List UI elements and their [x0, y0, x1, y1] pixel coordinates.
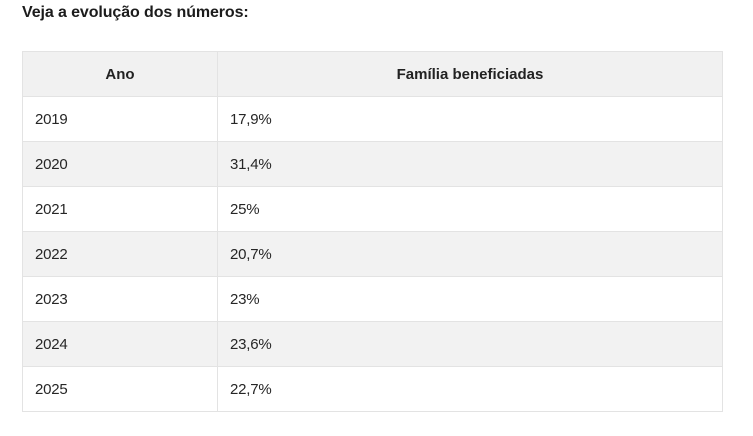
- percent-cell: 25%: [217, 186, 723, 232]
- year-cell: 2022: [22, 231, 218, 277]
- percent-cell: 17,9%: [217, 96, 723, 142]
- table-row: 2020 31,4%: [22, 141, 723, 187]
- table-row: 2025 22,7%: [22, 366, 723, 412]
- year-cell: 2019: [22, 96, 218, 142]
- table-row: 2019 17,9%: [22, 96, 723, 142]
- year-cell: 2025: [22, 366, 218, 412]
- year-cell: 2020: [22, 141, 218, 187]
- percent-cell: 22,7%: [217, 366, 723, 412]
- column-header-year: Ano: [22, 51, 218, 97]
- percent-cell: 23%: [217, 276, 723, 322]
- percent-cell: 20,7%: [217, 231, 723, 277]
- table-row: 2024 23,6%: [22, 321, 723, 367]
- year-cell: 2023: [22, 276, 218, 322]
- section-heading: Veja a evolução dos números:: [22, 4, 249, 21]
- table-row: 2021 25%: [22, 186, 723, 232]
- table-row: 2022 20,7%: [22, 231, 723, 277]
- percent-cell: 31,4%: [217, 141, 723, 187]
- year-cell: 2021: [22, 186, 218, 232]
- percent-cell: 23,6%: [217, 321, 723, 367]
- column-header-families: Família beneficiadas: [217, 51, 723, 97]
- year-cell: 2024: [22, 321, 218, 367]
- table-header-row: Ano Família beneficiadas: [22, 51, 723, 97]
- table-row: 2023 23%: [22, 276, 723, 322]
- evolution-table: Ano Família beneficiadas 2019 17,9% 2020…: [22, 51, 723, 412]
